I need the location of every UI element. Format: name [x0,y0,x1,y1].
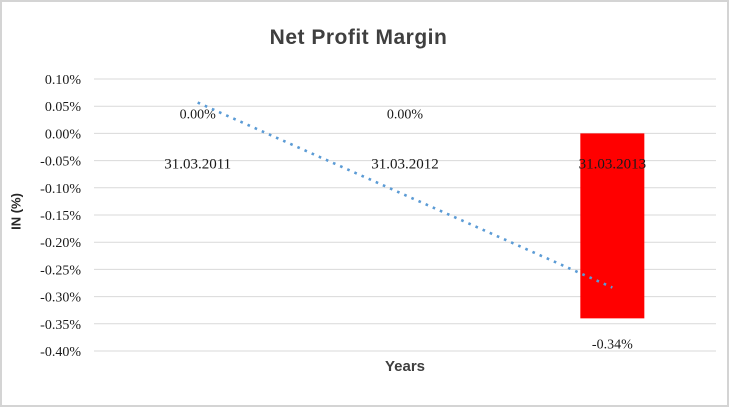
y-tick-label: -0.20% [40,236,81,251]
y-tick-label: -0.35% [40,318,81,333]
data-label: 0.00% [387,107,424,122]
bar-31.03.2013 [580,133,645,319]
y-tick-label: 0.05% [45,100,82,115]
y-tick-label: 0.10% [45,73,82,88]
trendline [197,101,613,289]
category-label: 31.03.2013 [579,156,647,172]
data-label: -0.34% [592,337,633,352]
data-label: 0.00% [180,107,217,122]
y-tick-label: -0.30% [40,291,81,306]
x-axis-title: Years [384,358,426,375]
category-label: 31.03.2012 [371,156,439,172]
chart-title: Net Profit Margin [269,26,448,49]
y-tick-label: -0.10% [40,182,81,197]
y-tick-label: -0.05% [40,155,81,170]
y-tick-label: -0.15% [40,209,81,224]
y-tick-label: 0.00% [45,127,82,142]
y-tick-label: -0.40% [40,345,81,360]
category-label: 31.03.2011 [164,156,231,172]
y-tick-label: -0.25% [40,263,81,278]
